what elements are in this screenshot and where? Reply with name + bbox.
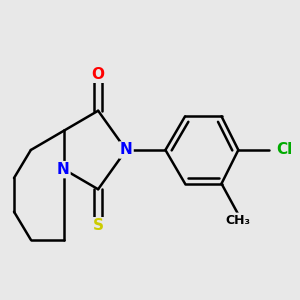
Text: O: O	[92, 67, 105, 82]
Text: S: S	[93, 218, 104, 233]
Text: N: N	[57, 162, 69, 177]
Text: CH₃: CH₃	[226, 214, 251, 226]
Text: Cl: Cl	[276, 142, 292, 158]
Text: N: N	[120, 142, 133, 158]
